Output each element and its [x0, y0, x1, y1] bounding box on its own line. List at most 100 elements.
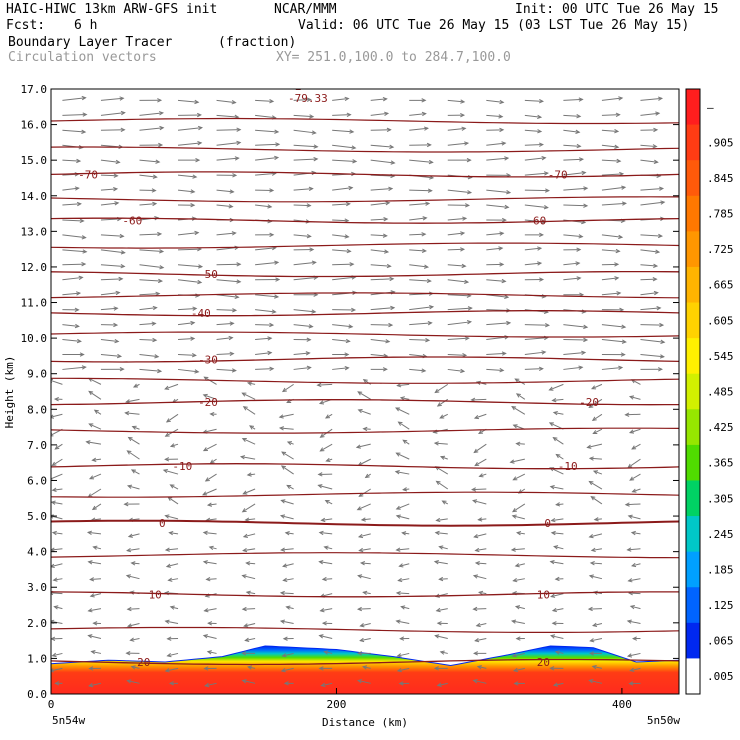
vector-arrow	[206, 578, 217, 580]
vector-arrow	[139, 264, 164, 269]
vector-arrowhead	[306, 203, 312, 208]
vector-arrow	[553, 682, 564, 686]
vector-arrowhead	[113, 322, 119, 328]
contour-line	[51, 519, 679, 527]
vector-arrowhead	[167, 577, 173, 582]
vector-arrow	[601, 144, 619, 148]
vector-arrow	[640, 292, 658, 296]
vector-arrow	[563, 277, 581, 281]
vector-arrow	[396, 503, 410, 510]
y-tick-label: 0.0	[27, 688, 47, 701]
vector-arrow	[556, 503, 564, 506]
vector-arrowhead	[460, 247, 466, 252]
y-tick-label: 9.0	[27, 368, 47, 381]
vector-arrow	[370, 98, 387, 101]
vector-arrowhead	[551, 607, 557, 613]
vector-arrow	[86, 441, 102, 445]
vector-arrow	[447, 217, 467, 221]
vector-arrow	[563, 262, 580, 266]
vector-arrowhead	[506, 320, 512, 326]
vector-arrowhead	[88, 423, 94, 428]
vector-arrowhead	[360, 517, 366, 522]
contour-label: -30	[198, 353, 218, 366]
contour-label: 10	[149, 588, 162, 601]
vector-arrowhead	[362, 590, 368, 596]
vector-arrowhead	[358, 492, 364, 497]
vector-arrow	[128, 533, 140, 538]
vector-arrow	[293, 324, 313, 328]
vector-arrow	[139, 279, 162, 282]
colorbar-label: .485	[707, 386, 734, 399]
vector-arrowhead	[155, 291, 161, 296]
vector-arrow	[100, 307, 118, 311]
vector-arrow	[216, 157, 239, 161]
vector-arrowhead	[319, 447, 325, 452]
vector-arrow	[205, 682, 217, 687]
vector-arrowhead	[396, 653, 402, 658]
vector-arrow	[242, 680, 256, 684]
vector-arrow	[62, 187, 79, 191]
vector-arrowhead	[472, 606, 478, 612]
vector-arrowhead	[591, 385, 597, 390]
vector-arrowhead	[345, 201, 351, 207]
vector-arrowhead	[499, 262, 505, 267]
vector-arrowhead	[313, 144, 319, 149]
vector-arrowhead	[203, 376, 209, 381]
vector-arrow	[203, 561, 217, 565]
x-tick-label: 200	[327, 698, 347, 711]
vector-arrow	[512, 503, 526, 513]
vector-arrowhead	[511, 619, 517, 624]
vector-arrow	[242, 438, 256, 445]
vector-arrowhead	[466, 320, 473, 325]
vector-arrowhead	[152, 337, 158, 343]
vector-arrowhead	[125, 651, 131, 656]
vector-arrow	[62, 249, 87, 253]
vector-arrowhead	[616, 158, 622, 164]
vector-arrow	[216, 279, 241, 283]
x-left-location: 5n54w	[52, 714, 85, 727]
vector-arrowhead	[478, 590, 484, 596]
vector-arrowhead	[118, 276, 124, 282]
vector-arrow	[332, 276, 356, 281]
vector-arrow	[516, 393, 526, 400]
vector-arrow	[589, 398, 603, 408]
vector-arrow	[447, 248, 464, 251]
vector-arrowhead	[51, 530, 57, 536]
vector-arrow	[216, 294, 239, 298]
vector-arrow	[166, 413, 179, 423]
vector-arrowhead	[402, 487, 408, 492]
vector-arrowhead	[506, 190, 512, 195]
vector-arrowhead	[627, 578, 633, 583]
y-tick-label: 14.0	[21, 190, 48, 203]
vector-arrowhead	[384, 111, 390, 116]
vector-arrow	[293, 99, 311, 101]
vector-arrowhead	[53, 396, 59, 402]
vector-arrowhead	[426, 142, 432, 148]
vector-arrowhead	[359, 561, 366, 566]
vector-arrow	[601, 366, 623, 370]
vector-arrowhead	[344, 365, 350, 371]
vector-arrow	[360, 637, 371, 642]
vector-arrowhead	[280, 668, 286, 673]
vector-arrow	[473, 500, 487, 505]
vector-arrowhead	[76, 201, 82, 207]
vector-arrowhead	[243, 623, 249, 628]
vector-arrow	[243, 406, 256, 415]
vector-arrow	[447, 127, 466, 131]
vector-arrowhead	[126, 623, 133, 628]
vector-arrowhead	[311, 130, 317, 135]
vector-arrow	[551, 593, 564, 598]
vector-arrow	[640, 201, 665, 206]
vector-arrowhead	[515, 636, 521, 641]
vector-arrowhead	[191, 353, 197, 358]
vector-arrow	[593, 470, 603, 475]
vector-arrowhead	[473, 448, 479, 454]
vector-arrow	[332, 97, 349, 101]
contour-label: -60	[526, 215, 546, 228]
vector-arrowhead	[164, 668, 170, 673]
vector-arrowhead	[436, 621, 442, 626]
vector-arrowhead	[325, 457, 331, 463]
vector-arrowhead	[541, 155, 547, 161]
y-tick-label: 4.0	[27, 546, 47, 559]
vector-arrow	[601, 277, 619, 281]
